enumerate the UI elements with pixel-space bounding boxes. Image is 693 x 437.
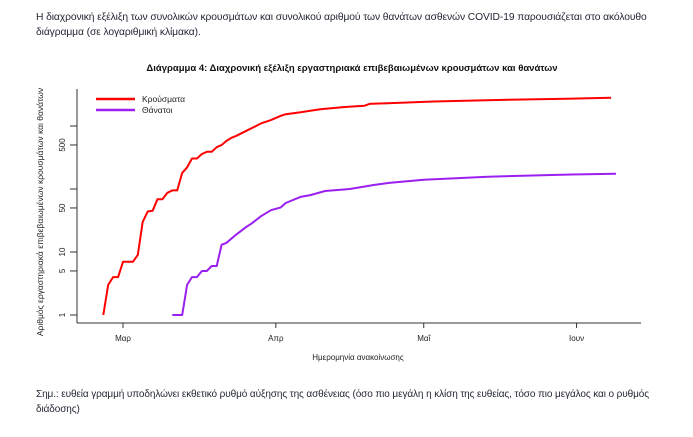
chart-title: Διάγραμμα 4: Διαχρονική εξέλιξη εργαστηρ… bbox=[146, 63, 557, 74]
y-tick-label: 10 bbox=[58, 247, 67, 256]
y-tick-label: 1 bbox=[58, 312, 67, 317]
intro-paragraph: Η διαχρονική εξέλιξη των συνολικών κρουσ… bbox=[36, 12, 647, 38]
cases-line bbox=[102, 96, 612, 316]
y-tick-label: 500 bbox=[58, 138, 67, 152]
x-tick-label: Μαρ bbox=[115, 334, 131, 343]
x-tick-label: Ιουν bbox=[569, 334, 584, 343]
legend: Κρούσματα Θάνατοι bbox=[96, 94, 185, 115]
y-axis-label: Αριθμός εργαστηριακά επιβεβαιωμένων κρου… bbox=[35, 88, 45, 336]
x-tick-label: Μαΐ bbox=[417, 334, 431, 343]
y-tick-label: 5 bbox=[58, 268, 67, 273]
footnote: Σημ.: ευθεία γραμμή υποδηλώνει εκθετικό … bbox=[36, 389, 649, 415]
x-axis-label: Ημερομηνία ανακοίνωσης bbox=[312, 353, 404, 362]
deaths-line bbox=[172, 172, 617, 316]
x-tick-label: Απρ bbox=[268, 334, 284, 343]
legend-label-deaths: Θάνατοι bbox=[142, 105, 173, 115]
legend-label-cases: Κρούσματα bbox=[142, 94, 185, 104]
y-tick-label: 50 bbox=[58, 203, 67, 212]
